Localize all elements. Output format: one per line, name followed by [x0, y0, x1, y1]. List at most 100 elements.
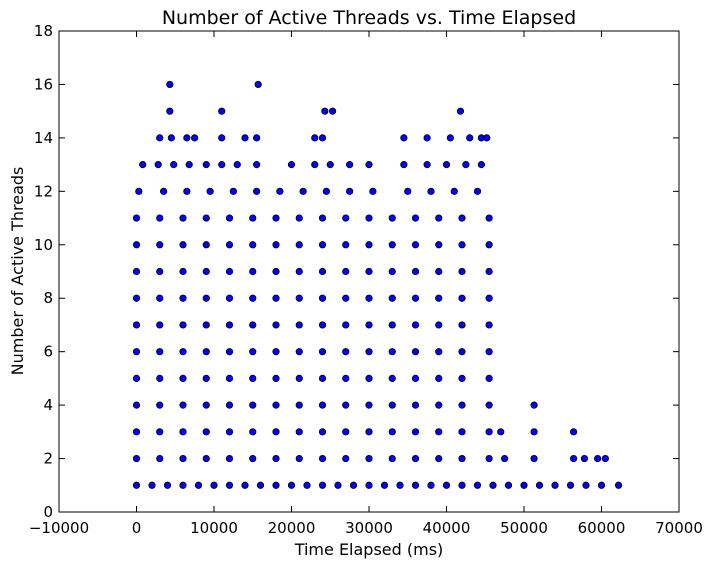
scatter-point	[241, 481, 249, 489]
scatter-point	[202, 428, 210, 436]
y-tick-label: 6	[43, 343, 53, 361]
scatter-point	[435, 294, 443, 302]
scatter-point	[156, 241, 164, 249]
scatter-point	[132, 348, 141, 356]
scatter-point	[501, 454, 509, 463]
scatter-point	[295, 348, 303, 356]
scatter-point	[594, 454, 602, 463]
scatter-point	[442, 481, 451, 489]
scatter-point	[160, 187, 168, 195]
scatter-point	[485, 454, 493, 463]
scatter-point	[342, 428, 350, 436]
scatter-point	[210, 481, 218, 489]
scatter-point	[365, 161, 373, 169]
scatter-point	[179, 348, 187, 356]
scatter-point	[272, 241, 280, 249]
scatter-point	[458, 374, 466, 382]
scatter-point	[485, 241, 493, 249]
scatter-point	[388, 428, 396, 436]
scatter-point	[530, 454, 538, 463]
y-tick-label: 4	[43, 396, 53, 414]
y-tick-label: 10	[34, 236, 53, 254]
scatter-point	[342, 214, 350, 222]
scatter-point	[520, 481, 528, 489]
scatter-point	[400, 134, 408, 142]
scatter-point	[489, 481, 497, 489]
scatter-point	[166, 107, 174, 115]
y-tick-label: 16	[34, 75, 53, 93]
scatter-point	[183, 134, 191, 142]
scatter-point	[272, 321, 280, 329]
scatter-point	[225, 267, 234, 276]
scatter-point	[272, 294, 280, 302]
scatter-point	[435, 348, 443, 356]
scatter-point	[249, 348, 257, 356]
scatter-point	[233, 161, 241, 169]
scatter-point	[566, 481, 575, 489]
y-tick-label: 14	[34, 129, 53, 147]
scatter-point	[225, 428, 234, 436]
scatter-point	[446, 134, 454, 142]
scatter-point	[253, 187, 261, 195]
y-tick-label: 18	[34, 22, 53, 40]
scatter-point	[179, 401, 187, 409]
scatter-point	[318, 134, 327, 142]
scatter-point	[435, 241, 443, 249]
scatter-point	[148, 481, 156, 489]
scatter-point	[202, 321, 210, 329]
scatter-point	[253, 161, 261, 169]
scatter-point	[202, 454, 210, 463]
scatter-point	[202, 348, 210, 356]
scatter-point	[202, 241, 210, 249]
scatter-point	[485, 348, 493, 356]
scatter-point	[318, 241, 327, 249]
scatter-point	[166, 80, 174, 89]
scatter-point	[311, 134, 319, 142]
scatter-point	[435, 374, 443, 382]
x-tick-label: 30000	[345, 519, 393, 537]
scatter-point	[132, 428, 141, 436]
scatter-point	[272, 401, 280, 409]
scatter-point	[225, 321, 234, 329]
scatter-point	[194, 481, 203, 489]
scatter-point	[597, 481, 606, 489]
x-axis-label: Time Elapsed (ms)	[294, 540, 444, 559]
scatter-point	[156, 348, 164, 356]
scatter-point	[303, 481, 311, 489]
scatter-point	[272, 454, 280, 463]
scatter-point	[411, 294, 420, 302]
scatter-point	[295, 214, 303, 222]
scatter-point	[466, 134, 474, 142]
scatter-point	[156, 374, 164, 382]
scatter-point	[404, 187, 412, 195]
scatter-point	[485, 374, 493, 382]
scatter-points	[132, 80, 623, 489]
scatter-point	[458, 348, 466, 356]
scatter-point	[349, 481, 358, 489]
scatter-point	[411, 267, 420, 276]
scatter-point	[272, 214, 280, 222]
scatter-point	[411, 428, 420, 436]
x-axis-ticks: −10000 0 10000 20000 30000 40000 50000 60000 700…	[29, 31, 703, 537]
scatter-point	[249, 267, 257, 276]
scatter-point	[411, 374, 420, 382]
y-tick-label: 0	[43, 503, 53, 521]
scatter-point	[179, 294, 187, 302]
scatter-point	[388, 214, 396, 222]
scatter-point	[365, 321, 373, 329]
y-axis-label: Number of Active Threads	[8, 167, 27, 376]
scatter-point	[396, 481, 404, 489]
scatter-point	[473, 481, 482, 489]
scatter-point	[365, 481, 373, 489]
scatter-point	[225, 241, 234, 249]
scatter-point	[318, 428, 327, 436]
scatter-point	[456, 107, 465, 115]
scatter-point	[427, 187, 435, 195]
scatter-point	[225, 214, 234, 222]
scatter-point	[249, 214, 257, 222]
scatter-point	[272, 267, 280, 276]
x-tick-label: 70000	[655, 519, 703, 537]
scatter-point	[601, 454, 609, 463]
scatter-point	[318, 401, 327, 409]
scatter-point	[179, 481, 187, 489]
